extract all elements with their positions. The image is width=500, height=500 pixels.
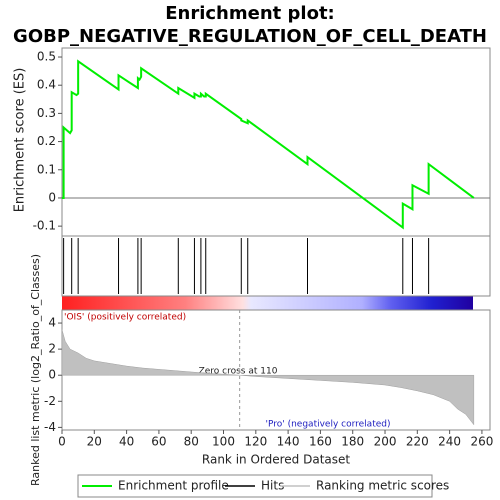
chart-subtitle: GOBP_NEGATIVE_REGULATION_OF_CELL_DEATH <box>13 26 487 47</box>
y-tick-label: 0 <box>48 368 56 382</box>
color-bar <box>62 296 473 310</box>
x-tick-label: 0 <box>58 435 66 449</box>
y-tick-label: 0.3 <box>37 106 56 120</box>
y-tick-label: 0 <box>48 190 56 204</box>
y-tick-label: 0.2 <box>37 134 56 148</box>
y-tick-label: 2 <box>48 342 56 356</box>
y-tick-label: 0.4 <box>37 78 56 92</box>
y-tick-label: 0.5 <box>37 50 56 64</box>
y-tick-label: 4 <box>48 316 56 330</box>
x-tick-label: 180 <box>341 435 364 449</box>
y-axis-label: Ranked list metric (log2_Ratio_of_Classe… <box>29 254 42 486</box>
y-tick-label: -0.1 <box>33 219 56 233</box>
x-tick-label: 80 <box>184 435 199 449</box>
y-tick-label: -4 <box>44 420 56 434</box>
x-tick-label: 20 <box>87 435 102 449</box>
x-tick-label: 220 <box>406 435 429 449</box>
x-tick-label: 240 <box>438 435 461 449</box>
x-tick-label: 40 <box>119 435 134 449</box>
legend-label: Enrichment profile <box>118 479 229 493</box>
hits-frame <box>61 235 491 297</box>
annotation: 'OIS' (positively correlated) <box>64 313 186 323</box>
x-tick-label: 160 <box>309 435 332 449</box>
legend-label: Ranking metric scores <box>316 479 449 493</box>
x-tick-label: 60 <box>151 435 166 449</box>
annotation: Zero cross at 110 <box>199 367 278 377</box>
y-tick-label: -2 <box>44 394 56 408</box>
x-tick-label: 200 <box>374 435 397 449</box>
chart-title: Enrichment plot: <box>165 3 335 24</box>
x-tick-label: 260 <box>470 435 493 449</box>
y-axis-label: Enrichment score (ES) <box>13 68 28 213</box>
annotation: 'Pro' (negatively correlated) <box>266 420 391 430</box>
metric-area <box>61 329 475 426</box>
x-axis-label: Rank in Ordered Dataset <box>202 453 350 467</box>
x-tick-label: 100 <box>212 435 235 449</box>
x-tick-label: 120 <box>244 435 267 449</box>
x-tick-label: 140 <box>277 435 300 449</box>
legend-label: Hits <box>261 479 284 493</box>
y-tick-label: 0.1 <box>37 162 56 176</box>
es-line <box>62 59 475 230</box>
